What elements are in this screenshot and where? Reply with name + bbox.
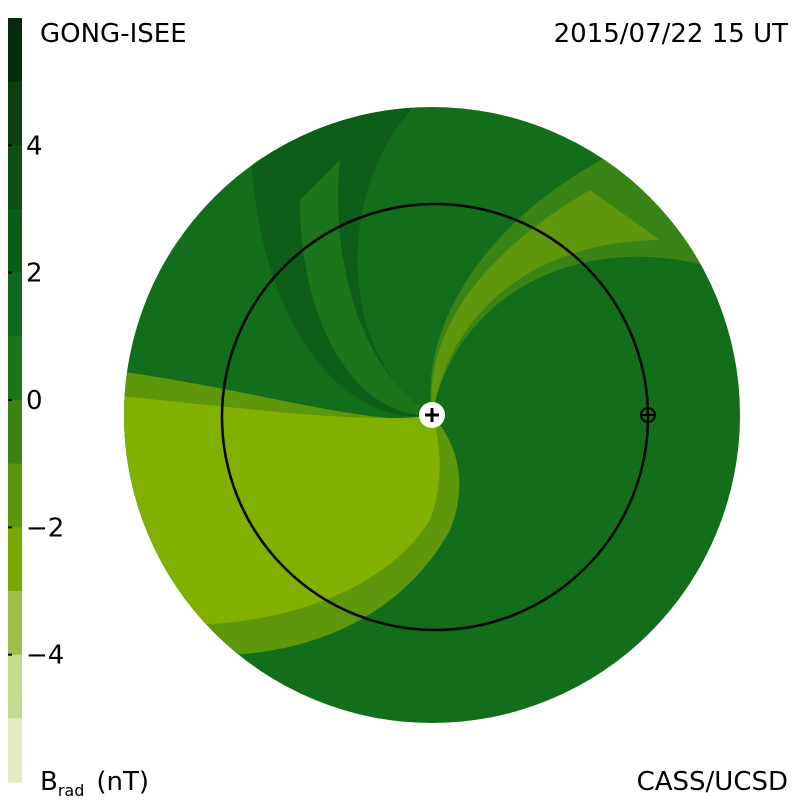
tick-label: 2 xyxy=(26,259,43,289)
colorbar-band xyxy=(8,591,22,656)
tick-label: 4 xyxy=(26,131,43,161)
colorbar-band xyxy=(8,18,22,83)
earth-cross xyxy=(641,408,655,422)
tick-label: −4 xyxy=(26,641,64,671)
colorbar-band xyxy=(8,718,22,783)
sun-symbol xyxy=(425,408,439,422)
date: 2015/07/22 15 UT xyxy=(554,19,788,49)
colorbar-band xyxy=(8,463,22,528)
colorbar-band xyxy=(8,527,22,592)
colorbar-label: Brad (nT) xyxy=(40,767,149,800)
colorbar: 4 2 0 −2 −4 xyxy=(8,18,64,783)
label-sub: rad xyxy=(58,781,85,800)
heliosphere-map xyxy=(124,107,740,723)
colorbar-band xyxy=(8,145,22,210)
colorbar-band xyxy=(8,336,22,401)
label-unit: (nT) xyxy=(96,767,149,797)
title: GONG-ISEE xyxy=(40,19,187,49)
label-main: B xyxy=(40,767,58,797)
tick-label: 0 xyxy=(26,386,43,416)
colorbar-band xyxy=(8,272,22,337)
colorbar-band xyxy=(8,209,22,274)
colorbar-band xyxy=(8,654,22,719)
colorbar-band xyxy=(8,81,22,146)
tick-label: −2 xyxy=(26,513,64,543)
credit: CASS/UCSD xyxy=(637,767,788,797)
colorbar-band xyxy=(8,400,22,465)
